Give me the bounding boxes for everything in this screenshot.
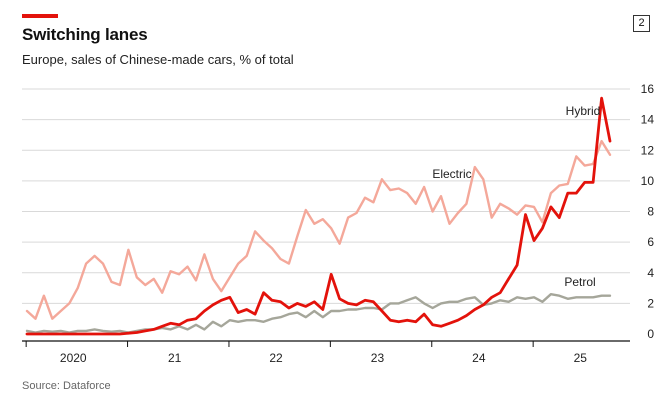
accent-bar <box>22 14 58 18</box>
y-tick-label: 8 <box>647 205 654 219</box>
source-note: Source: Dataforce <box>22 380 111 392</box>
y-tick-label: 12 <box>641 143 655 157</box>
chart-subtitle: Europe, sales of Chinese-made cars, % of… <box>22 52 294 67</box>
y-tick-label: 6 <box>647 235 654 249</box>
series-line-hybrid <box>25 96 612 336</box>
gridlines <box>22 88 630 304</box>
x-tick-label: 2020 <box>60 351 87 365</box>
series-line-petrol <box>25 293 612 334</box>
x-axis: 2020 21 22 23 24 25 <box>22 340 630 365</box>
y-tick-label: 10 <box>641 174 655 188</box>
y-tick-label: 16 <box>641 82 655 96</box>
x-tick-label: 23 <box>371 351 385 365</box>
y-axis-ticks: 0 2 4 6 8 10 12 14 16 <box>641 82 655 341</box>
y-tick-label: 0 <box>647 327 654 341</box>
x-tick-label: 22 <box>269 351 283 365</box>
y-tick-label: 4 <box>647 266 654 280</box>
x-tick-label: 21 <box>168 351 182 365</box>
x-tick-label: 25 <box>574 351 588 365</box>
series-label-petrol: Petrol <box>564 275 595 289</box>
series-labels: Hybrid Electric Petrol <box>432 104 600 289</box>
x-tick-label: 24 <box>472 351 486 365</box>
series-label-hybrid: Hybrid <box>566 104 601 118</box>
y-tick-label: 14 <box>641 113 655 127</box>
series-lines <box>25 96 612 336</box>
chart-title: Switching lanes <box>22 25 148 44</box>
series-line-electric <box>25 139 612 320</box>
chart-number-badge: 2 <box>633 15 650 32</box>
series-label-electric: Electric <box>432 167 471 181</box>
y-tick-label: 2 <box>647 296 654 310</box>
